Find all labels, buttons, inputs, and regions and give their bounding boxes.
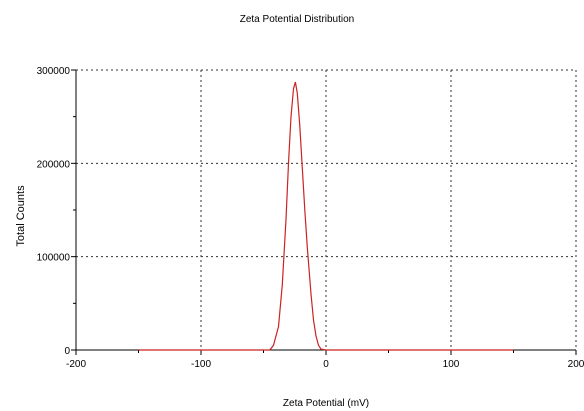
x-tick-label-3: 100 bbox=[443, 359, 460, 370]
grid-lines bbox=[76, 69, 577, 350]
series-layer bbox=[138, 81, 514, 351]
y-tick-label-2: 200000 bbox=[37, 159, 71, 170]
chart-title: Zeta Potential Distribution bbox=[240, 14, 355, 25]
x-tick-label-1: -100 bbox=[191, 359, 211, 370]
series-line-0 bbox=[138, 81, 514, 351]
y-axis-label: Total Counts bbox=[15, 185, 27, 247]
x-tick-label-2: 0 bbox=[323, 359, 329, 370]
y-tick-label-0: 0 bbox=[64, 346, 70, 357]
y-tick-label-3: 300000 bbox=[37, 66, 71, 77]
x-tick-label-4: 200 bbox=[568, 359, 584, 370]
axes bbox=[71, 69, 577, 355]
x-tick-label-0: -200 bbox=[66, 359, 86, 370]
y-tick-label-1: 100000 bbox=[37, 253, 71, 264]
tick-labels: -200 -100 0 100 200 0 100000 200000 300000 bbox=[37, 66, 584, 370]
x-axis-label: Zeta Potential (mV) bbox=[283, 398, 369, 409]
